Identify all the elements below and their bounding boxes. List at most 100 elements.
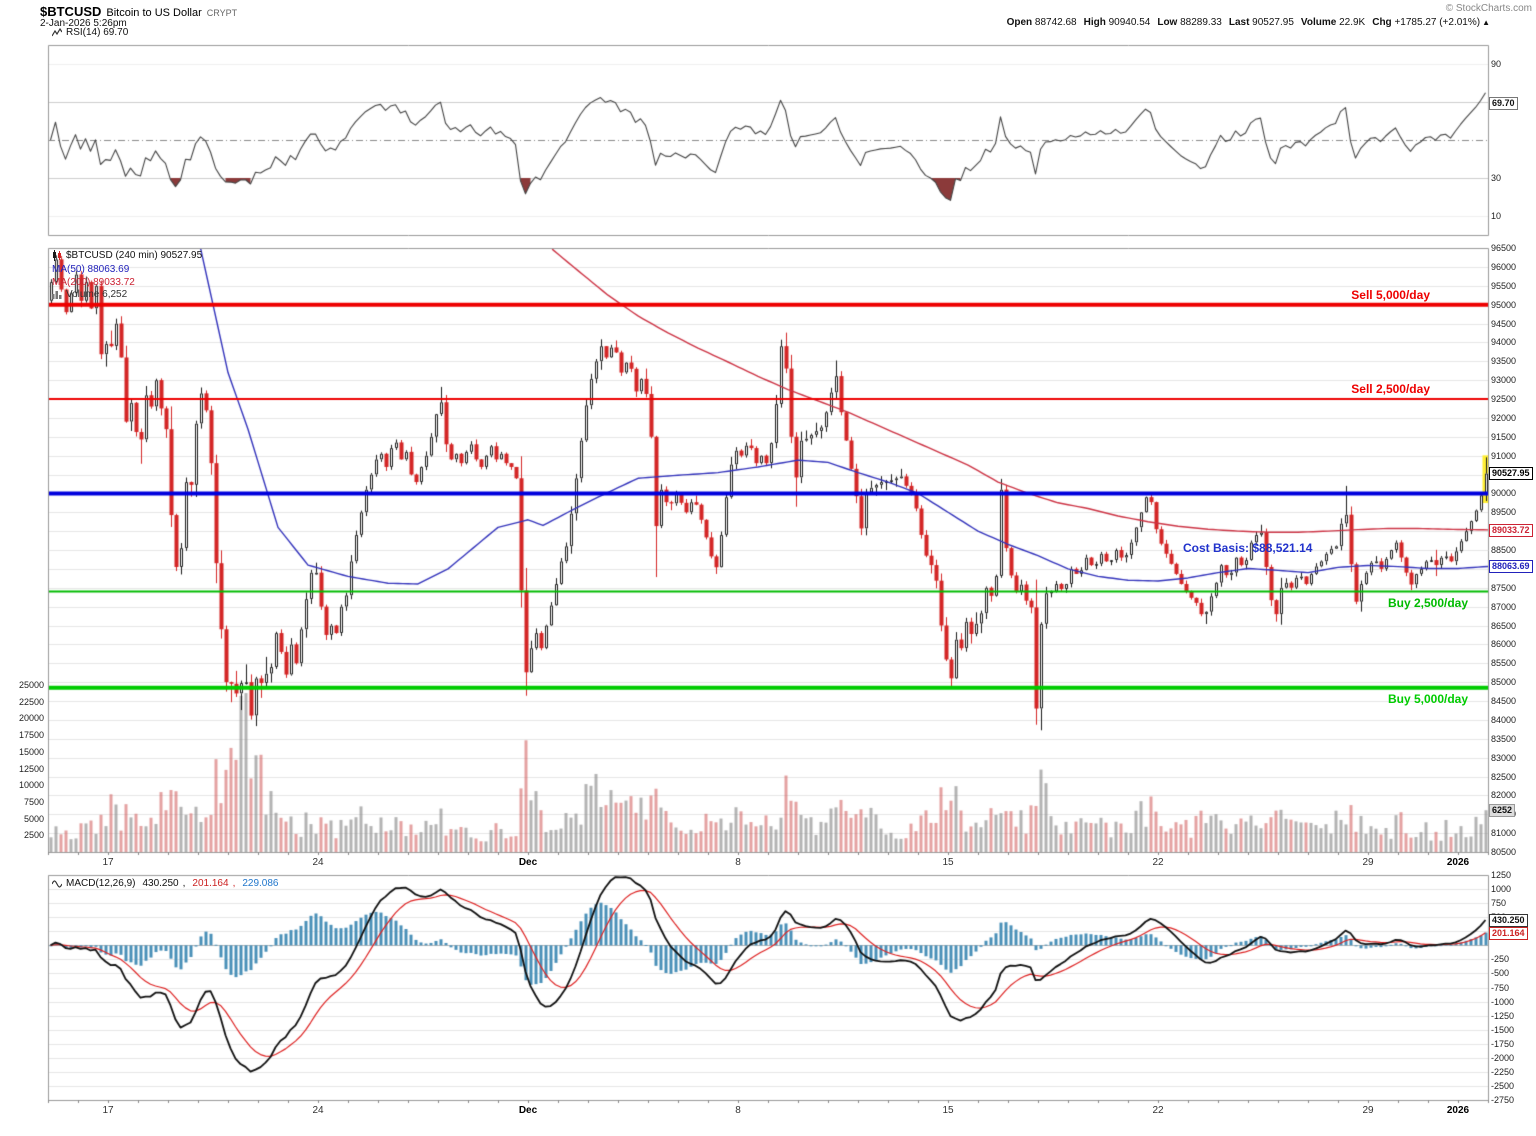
- buy-5000-label: Buy 5,000/day: [1387, 691, 1468, 706]
- volume-axis-label: 17500: [18, 730, 44, 741]
- price-axis-label: 93000: [1491, 375, 1517, 386]
- candlestick-icon: [53, 250, 61, 261]
- change-up-arrow: ▲: [1482, 18, 1490, 27]
- quote-field-label: Last: [1228, 17, 1250, 28]
- date-axis-label: Dec: [518, 857, 538, 868]
- volume-axis-label: 15000: [18, 746, 44, 757]
- quote-field-value: 22.9K: [1336, 17, 1366, 28]
- price-axis-label: 90000: [1491, 488, 1517, 499]
- date-axis-label: 2026: [1446, 1105, 1470, 1116]
- price-axis-label: 88500: [1491, 545, 1517, 555]
- rsi-axis-label: 10: [1491, 211, 1502, 221]
- price-axis-label: 91000: [1491, 450, 1517, 461]
- macd-signal-badge: 201.164: [1489, 927, 1528, 940]
- volume-legend-text: Volume 6,252: [66, 289, 128, 300]
- volume-icon: [52, 291, 62, 299]
- volume-axis-label: 5000: [23, 813, 44, 824]
- rsi-label-text: RSI(14) 69.70: [66, 27, 129, 38]
- quote-field-value: +1785.27 (+2.01%): [1391, 17, 1481, 28]
- rsi-value-badge: 69.70: [1489, 97, 1518, 110]
- price-axis-label: 87500: [1491, 582, 1517, 593]
- buy-2500-label: Buy 2,500/day: [1387, 595, 1468, 610]
- price-axis-label: 94000: [1491, 337, 1517, 348]
- quote-field-label: High: [1083, 17, 1106, 28]
- price-axis-label: 82500: [1491, 771, 1517, 782]
- macd-axis-label: -1750: [1491, 1038, 1515, 1049]
- price-axis-label: 80500: [1491, 847, 1517, 857]
- price-axis-label: 87000: [1491, 601, 1517, 612]
- macd-axis-label: -2750: [1491, 1095, 1515, 1105]
- symbol: $BTCUSD: [40, 4, 102, 19]
- macd-axis-label: -1250: [1491, 1010, 1515, 1021]
- macd-axis-label: -2250: [1491, 1066, 1515, 1077]
- date-axis-label: 8: [735, 1105, 741, 1116]
- symbol-name: Bitcoin to US Dollar: [106, 7, 202, 19]
- macd-value-1: 430.250: [142, 878, 179, 889]
- ma50-badge: 88063.69: [1489, 560, 1533, 573]
- macd-value-badge: 430.250: [1489, 914, 1528, 927]
- volume-axis-label: 10000: [18, 780, 44, 791]
- volume-badge: 6252: [1489, 804, 1516, 817]
- volume-axis-label: 25000: [18, 680, 44, 690]
- volume-axis-label: 2500: [23, 830, 44, 841]
- quote-field-value: 90940.54: [1105, 17, 1151, 28]
- price-axis-label: 84500: [1491, 696, 1517, 706]
- chart-datetime: 2-Jan-2026 5:26pm: [40, 18, 127, 29]
- price-axis-label: 82000: [1491, 790, 1517, 801]
- macd-label: MACD(12,26,9) 430.250, 201.164, 229.086: [52, 878, 279, 889]
- quote-field-value: 88742.68: [1032, 17, 1077, 28]
- chart-header: $BTCUSD Bitcoin to US Dollar CRYPT: [40, 3, 237, 21]
- quote-line: Open 88742.68 High 90940.54 Low 88289.33 La…: [1000, 17, 1490, 28]
- macd-label-text: MACD(12,26,9): [66, 878, 136, 889]
- volume-axis-label: 7500: [23, 796, 44, 807]
- macd-axis-label: -500: [1491, 968, 1510, 979]
- rsi-axis-label: 90: [1491, 59, 1502, 69]
- date-axis-label: 29: [1362, 1105, 1374, 1116]
- quote-field-label: Volume: [1300, 17, 1337, 28]
- date-axis-label: 24: [312, 1105, 324, 1116]
- date-axis-label: 2026: [1446, 857, 1470, 868]
- exchange-tag: CRYPT: [206, 8, 238, 18]
- macd-axis-label: 1000: [1491, 884, 1512, 895]
- volume-legend: Volume 6,252: [52, 289, 127, 300]
- quote-field-value: 90527.95: [1249, 17, 1294, 28]
- date-axis-label: 24: [312, 857, 324, 868]
- price-axis-label: 96000: [1491, 261, 1517, 272]
- quote-field-label: Chg: [1372, 17, 1392, 28]
- price-axis-label: 83000: [1491, 752, 1517, 763]
- date-axis-label: 8: [735, 857, 741, 868]
- date-axis-label: 15: [942, 857, 954, 868]
- price-axis-label: 84000: [1491, 714, 1517, 725]
- ma50-legend: MA(50) 88063.69: [52, 264, 130, 275]
- quote-field-label: Low: [1157, 17, 1178, 28]
- main-title: $BTCUSD (240 min) 90527.95: [52, 250, 202, 261]
- quote-field-label: Open: [1006, 17, 1033, 28]
- price-axis-label: 94500: [1491, 318, 1517, 329]
- price-axis-label: 81000: [1491, 828, 1517, 839]
- rsi-icon: [52, 27, 62, 36]
- date-axis-label: 17: [102, 857, 114, 868]
- price-axis-label: 86000: [1491, 639, 1517, 650]
- rsi-axis-label: 30: [1491, 173, 1502, 183]
- macd-axis-label: -1000: [1491, 996, 1515, 1007]
- price-axis-label: 85000: [1491, 677, 1517, 688]
- quote-field-value: 88289.33: [1177, 17, 1222, 28]
- price-axis-label: 83500: [1491, 733, 1517, 744]
- macd-axis-label: 1250: [1491, 870, 1512, 880]
- price-axis-label: 89500: [1491, 507, 1517, 518]
- date-axis-label: Dec: [518, 1105, 538, 1116]
- ma200-legend: MA(200) 89033.72: [52, 277, 135, 288]
- macd-axis-label: -2500: [1491, 1080, 1515, 1091]
- price-axis-label: 93500: [1491, 356, 1517, 367]
- main-title-text: $BTCUSD (240 min) 90527.95: [66, 250, 203, 261]
- date-axis-label: 17: [102, 1105, 114, 1116]
- macd-axis-label: -2000: [1491, 1052, 1515, 1063]
- price-axis-label: 95500: [1491, 280, 1517, 291]
- price-axis-label: 95000: [1491, 299, 1517, 310]
- macd-axis-label: 750: [1491, 898, 1507, 909]
- price-axis-label: 92000: [1491, 412, 1517, 423]
- price-axis-label: 85500: [1491, 658, 1517, 669]
- volume-axis-label: 22500: [18, 696, 44, 707]
